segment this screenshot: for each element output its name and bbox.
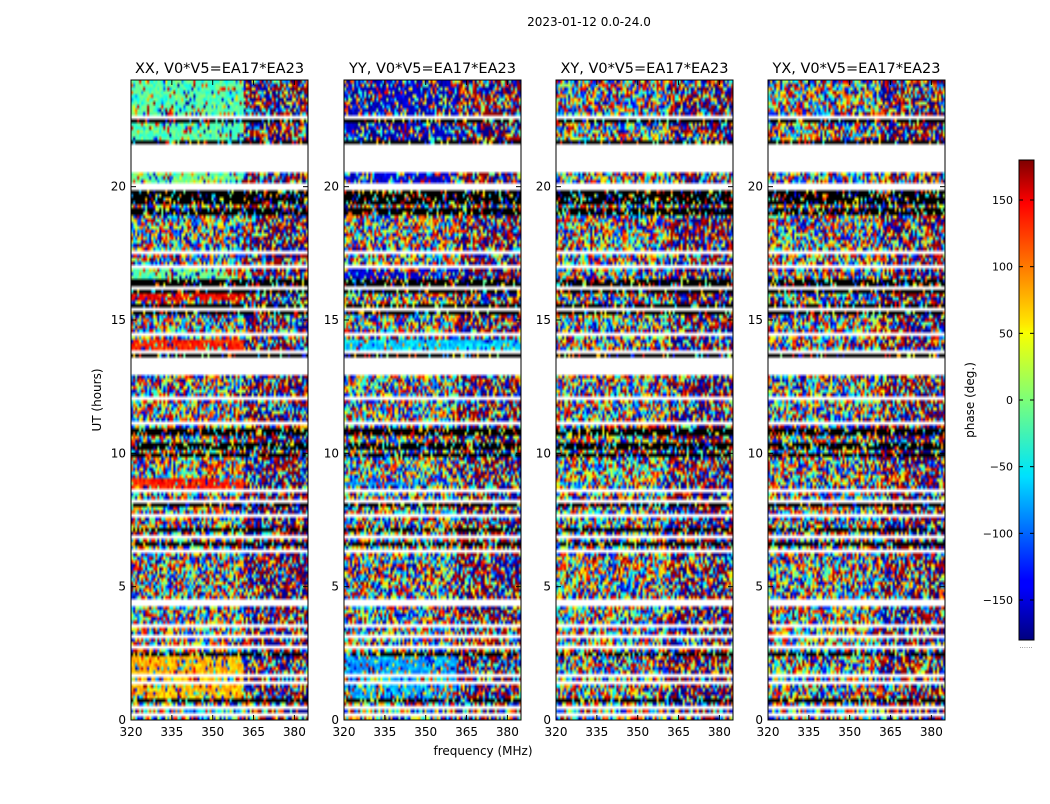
y-tick-label: 5 [331,580,339,594]
x-tick-label: 380 [283,725,306,739]
colorbar: 150 100 50 0 −50 −100 −150 phase (deg.) ...... [963,160,1034,650]
panel-yy: YY, V0*V5=EA17*EA23 320 335 350 365 380 0 5 10 15… [324,61,521,739]
colorbar-tick-label: −50 [990,461,1013,474]
y-tick-label: 10 [536,446,551,460]
y-tick-label: 0 [755,713,763,727]
colorbar-tick-label: −150 [983,594,1013,607]
colorbar-label: phase (deg.) [963,362,977,438]
y-tick-label: 5 [118,580,126,594]
colorbar-tick-label: −100 [983,527,1013,540]
x-tick-label: 365 [455,725,478,739]
figure: 2023-01-12 0.0-24.0 XX, V0*V5=EA17*EA23 3… [0,0,1050,800]
heatmap-yy [344,80,521,720]
y-tick-label: 20 [536,180,551,194]
heatmap-xy [556,80,733,720]
x-tick-label: 320 [545,725,568,739]
figure-suptitle: 2023-01-12 0.0-24.0 [527,15,651,29]
x-tick-label: 365 [879,725,902,739]
y-tick-label: 10 [324,446,339,460]
x-axis-label: frequency (MHz) [433,744,532,758]
x-tick-label: 350 [838,725,861,739]
x-tick-label: 350 [626,725,649,739]
x-tick-label: 365 [242,725,265,739]
y-tick-label: 10 [748,446,763,460]
y-tick-label: 5 [543,580,551,594]
x-tick-label: 380 [708,725,731,739]
panel-title-xy: XY, V0*V5=EA17*EA23 [560,61,728,77]
x-tick-label: 335 [160,725,183,739]
panel-title-xx: XX, V0*V5=EA17*EA23 [135,61,304,77]
x-tick-label: 320 [333,725,356,739]
y-tick-label: 20 [324,180,339,194]
x-tick-label: 380 [920,725,943,739]
y-tick-label: 10 [111,446,126,460]
x-tick-label: 320 [120,725,143,739]
y-tick-label: 0 [118,713,126,727]
x-tick-label: 350 [201,725,224,739]
panel-xx: XX, V0*V5=EA17*EA23 320 335 350 365 380 0 5 10 15… [111,61,308,739]
colorbar-tick-label: 0 [1006,394,1013,407]
x-tick-label: 350 [414,725,437,739]
y-tick-label: 15 [748,313,763,327]
x-tick-label: 365 [667,725,690,739]
y-tick-label: 15 [111,313,126,327]
x-tick-label: 335 [585,725,608,739]
panel-xy: XY, V0*V5=EA17*EA23 320 335 350 365 380 0 5 10 15… [536,61,733,739]
y-tick-label: 15 [324,313,339,327]
colorbar-tick-label: 150 [992,194,1013,207]
panel-title-yx: YX, V0*V5=EA17*EA23 [771,61,940,77]
x-tick-label: 320 [757,725,780,739]
y-tick-label: 0 [543,713,551,727]
x-tick-label: 335 [797,725,820,739]
colorbar-footnote: ...... [1019,642,1032,650]
colorbar-tick-label: 50 [999,327,1013,340]
y-tick-label: 20 [111,180,126,194]
heatmap-xx [131,80,308,720]
panels: XX, V0*V5=EA17*EA23 320 335 350 365 380 0 5 10 15… [111,61,945,739]
y-tick-label: 20 [748,180,763,194]
colorbar-tick-label: 100 [992,261,1013,274]
y-tick-label: 0 [331,713,339,727]
y-tick-label: 15 [536,313,551,327]
heatmap-yx [768,80,945,720]
x-tick-label: 380 [496,725,519,739]
chart-canvas: 2023-01-12 0.0-24.0 XX, V0*V5=EA17*EA23 3… [0,0,1050,800]
panel-yx: YX, V0*V5=EA17*EA23 320 335 350 365 380 0 5 10 15… [748,61,945,739]
y-tick-label: 5 [755,580,763,594]
x-tick-label: 335 [373,725,396,739]
y-axis-label: UT (hours) [90,368,104,431]
panel-title-yy: YY, V0*V5=EA17*EA23 [348,61,516,77]
